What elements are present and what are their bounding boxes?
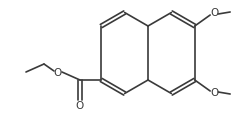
Text: O: O xyxy=(76,101,84,111)
Text: O: O xyxy=(210,88,218,98)
Text: O: O xyxy=(54,68,62,78)
Text: O: O xyxy=(210,8,218,18)
